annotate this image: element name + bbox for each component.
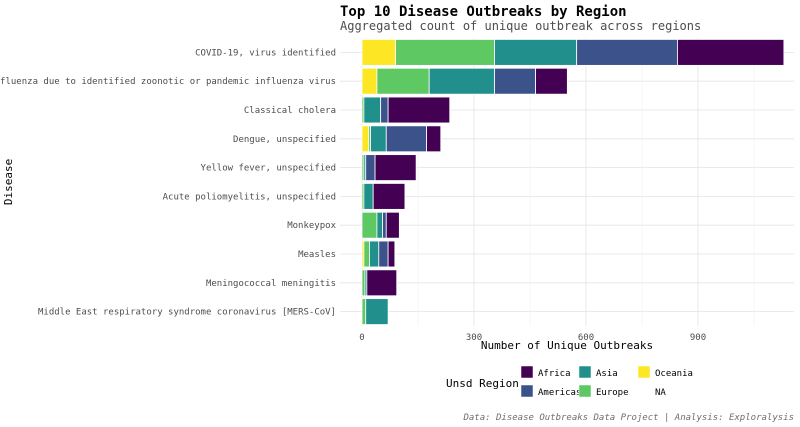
y-tick-label: Monkeypox xyxy=(287,221,336,231)
bar-segment-americas xyxy=(380,96,389,124)
bar-segment-africa xyxy=(385,211,400,239)
y-tick-label: Middle East respiratory syndrome coronav… xyxy=(38,308,336,318)
x-tick-label: 0 xyxy=(359,333,364,343)
y-tick-label: Yellow fever, unspecified xyxy=(201,164,336,174)
legend: Africa Americas Asia Europe Oceania NA xyxy=(520,365,693,398)
legend-key-europe xyxy=(578,384,592,398)
legend-key-americas xyxy=(520,384,534,398)
bar-segment-africa xyxy=(372,183,406,210)
legend-label: Asia xyxy=(596,369,618,379)
bar-segment-asia xyxy=(376,211,383,239)
bar-segment-americas xyxy=(494,67,536,95)
y-tick-label: COVID-19, virus identified xyxy=(195,48,336,58)
bars xyxy=(361,39,785,325)
bar-segment-asia xyxy=(428,67,495,95)
bar-segment-europe xyxy=(376,67,430,95)
y-axis-title: Disease xyxy=(2,159,15,205)
caption: Data: Disease Outbreaks Data Project | A… xyxy=(462,413,794,423)
bar-segment-americas xyxy=(385,125,427,153)
y-tick-label: Classical cholera xyxy=(244,106,336,116)
legend-label: NA xyxy=(655,388,666,398)
bar-segment-europe xyxy=(361,298,367,325)
bar-segment-africa xyxy=(677,39,785,66)
y-tick-label: Dengue, unspecified xyxy=(233,135,336,145)
bar-segment-africa xyxy=(535,67,568,95)
bar-segment-americas xyxy=(378,240,389,268)
y-tick-label: Measles xyxy=(298,250,336,260)
y-tick-labels: COVID-19, virus identified Influenza due … xyxy=(0,48,337,317)
chart-title: Top 10 Disease Outbreaks by Region xyxy=(340,4,627,20)
legend-key-na xyxy=(638,385,650,397)
bar-segment-asia xyxy=(363,96,382,124)
bar-segment-asia xyxy=(365,298,389,325)
bar-segment-asia xyxy=(370,125,387,153)
y-tick-label: Acute poliomyelitis, unspecified xyxy=(163,192,336,202)
legend-label: Oceania xyxy=(655,369,693,379)
bar-segment-africa xyxy=(366,269,398,297)
bar-segment-europe xyxy=(361,269,366,297)
chart-subtitle: Aggregated count of unique outbreak acro… xyxy=(340,19,701,33)
bar-segment-americas xyxy=(382,211,387,239)
bar-segment-asia xyxy=(494,39,578,66)
x-tick-labels: 0 300 600 900 xyxy=(359,333,706,343)
x-tick-label: 600 xyxy=(578,333,594,343)
bar-segment-africa xyxy=(387,240,396,268)
legend-label: Europe xyxy=(596,388,629,398)
bar-segment-americas xyxy=(576,39,678,66)
bar-segment-asia xyxy=(369,240,380,268)
x-tick-label: 900 xyxy=(690,333,706,343)
bar-segment-asia xyxy=(363,183,374,210)
x-axis-title: Number of Unique Outbreaks xyxy=(481,339,653,352)
y-tick-label: Influenza due to identified zoonotic or … xyxy=(0,77,336,87)
bar-segment-europe xyxy=(363,240,370,268)
legend-label: Americas xyxy=(538,388,581,398)
bar-segment-oceania xyxy=(361,67,378,95)
bar-segment-americas xyxy=(365,154,376,181)
bar-segment-oceania xyxy=(361,125,370,153)
legend-label: Africa xyxy=(538,369,571,379)
legend-title: Unsd Region xyxy=(446,377,519,390)
bar-segment-africa xyxy=(387,96,451,124)
bar-segment-africa xyxy=(426,125,442,153)
bar-segment-oceania xyxy=(361,39,396,66)
legend-key-africa xyxy=(520,365,534,379)
legend-key-asia xyxy=(578,365,592,379)
bar-segment-africa xyxy=(374,154,417,181)
bar-segment-europe xyxy=(395,39,495,66)
bar-segment-europe xyxy=(361,211,378,239)
x-tick-label: 300 xyxy=(466,333,482,343)
legend-key-oceania xyxy=(637,365,651,379)
y-tick-label: Meningococcal meningitis xyxy=(206,279,336,289)
